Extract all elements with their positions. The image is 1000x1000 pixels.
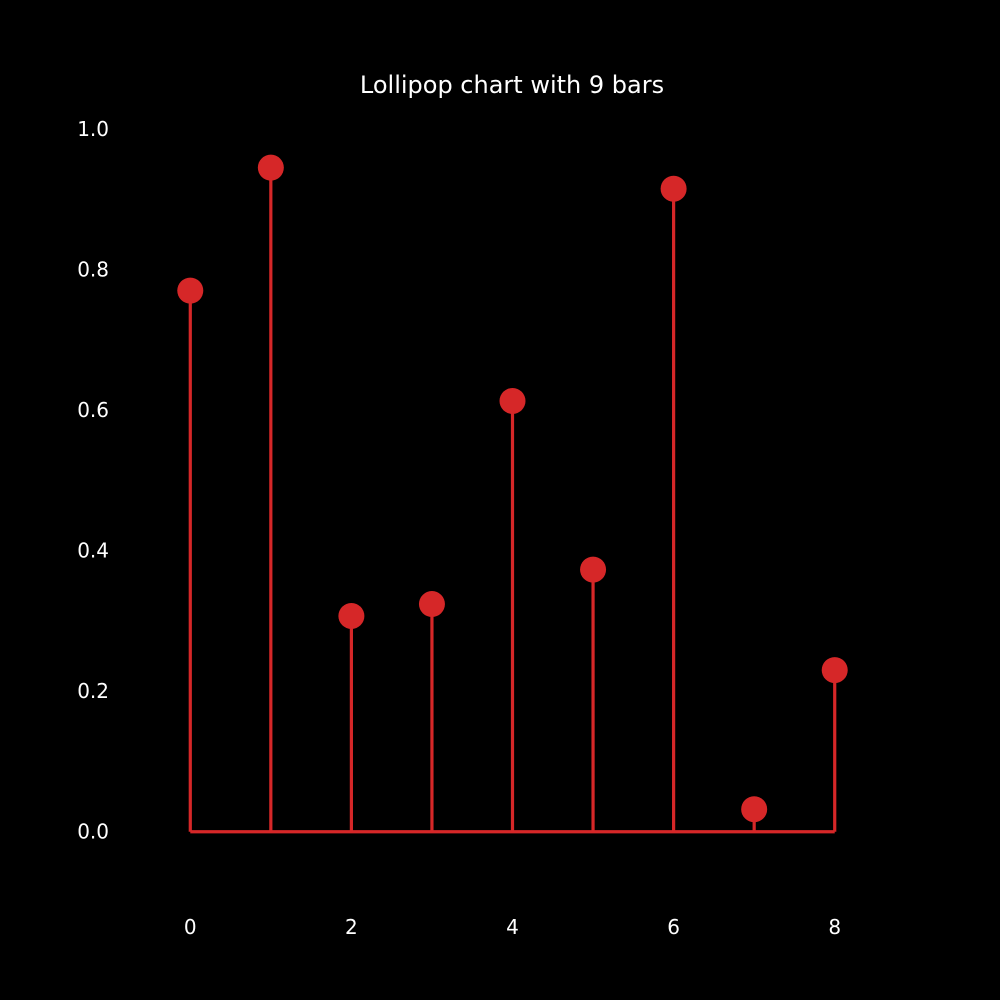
- y-tick-label: 0.2: [77, 679, 109, 703]
- marker: [177, 277, 204, 304]
- markers: [177, 154, 848, 823]
- y-tick-label: 0.0: [77, 820, 109, 844]
- marker: [499, 387, 526, 414]
- stems: [188, 167, 837, 832]
- x-tick-label: 2: [345, 915, 358, 939]
- y-tick-label: 1.0: [77, 117, 109, 141]
- chart-title: Lollipop chart with 9 bars: [360, 71, 664, 99]
- x-tick-label: 6: [667, 915, 680, 939]
- marker: [821, 657, 848, 684]
- y-tick-label: 0.8: [77, 258, 109, 282]
- x-tick-label: 8: [828, 915, 841, 939]
- y-tick-label: 0.4: [77, 539, 109, 563]
- y-axis-tick-labels: 0.0 0.2 0.4 0.6 0.8 1.0: [77, 117, 109, 844]
- marker: [660, 175, 687, 202]
- x-tick-label: 0: [184, 915, 197, 939]
- marker: [257, 154, 284, 181]
- marker: [741, 796, 768, 823]
- x-tick-label: 4: [506, 915, 519, 939]
- x-axis-tick-labels: 0 2 4 6 8: [184, 915, 841, 939]
- y-tick-label: 0.6: [77, 398, 109, 422]
- marker: [418, 591, 445, 618]
- marker: [338, 602, 365, 629]
- marker: [580, 556, 607, 583]
